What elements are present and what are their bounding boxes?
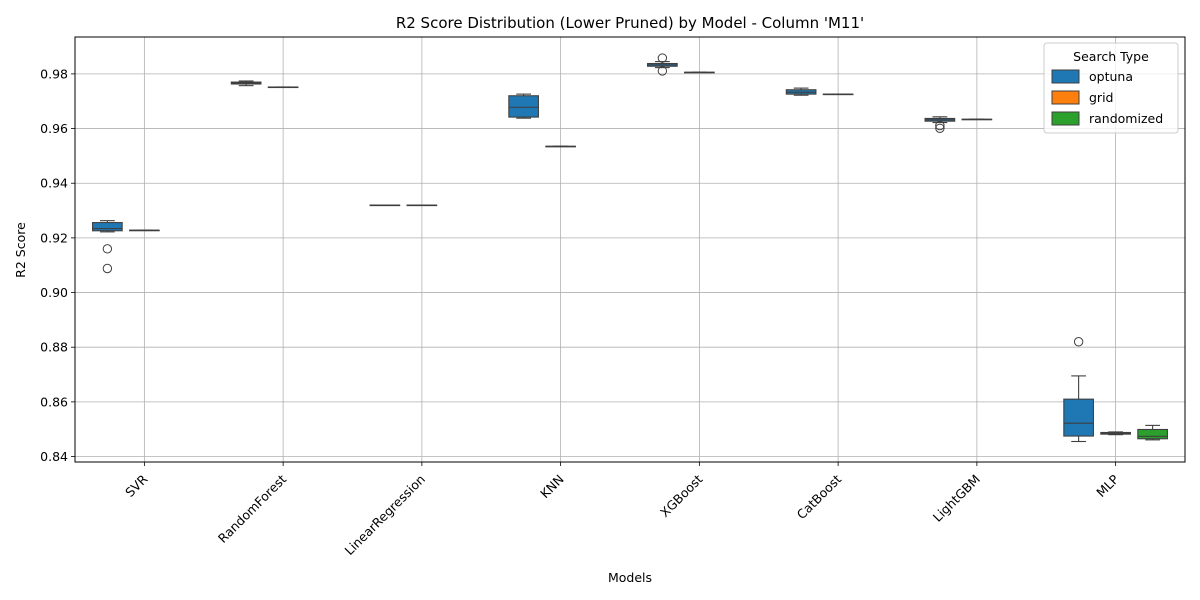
y-tick-label: 0.96 <box>40 121 68 136</box>
box-linearregression-optuna <box>369 204 401 207</box>
legend-swatch-optuna <box>1051 69 1080 84</box>
box-iqr <box>1137 428 1168 440</box>
x-axis-ticks: SVR RandomForest LinearRegression KNN XGBoos… <box>122 462 1122 558</box>
outlier-point <box>102 244 113 254</box>
legend-label-optuna: optuna <box>1089 69 1133 84</box>
box-iqr <box>508 95 539 118</box>
box-knn-optuna <box>508 93 539 119</box>
legend-swatch-grid <box>1051 90 1080 105</box>
box-lightgbm-optuna <box>924 116 956 133</box>
legend-swatch-randomized <box>1051 111 1080 126</box>
legend-label-randomized: randomized <box>1089 111 1163 126</box>
plot-frame <box>74 36 1186 463</box>
x-tick-label: LinearRegression <box>342 472 428 558</box>
x-tick-label: RandomForest <box>215 471 289 545</box>
legend-label-grid: grid <box>1089 90 1113 105</box>
box-linearregression-grid <box>406 204 438 207</box>
x-tick-label: MLP <box>1093 471 1122 500</box>
y-axis-ticks: 0.84 0.86 0.88 0.90 0.92 0.94 0.96 0.98 <box>40 66 75 464</box>
box-catboost-optuna <box>785 87 817 96</box>
y-tick-label: 0.86 <box>40 394 68 409</box>
outlier-point <box>1073 337 1084 347</box>
box-mlp-optuna <box>1063 337 1094 443</box>
y-tick-label: 0.88 <box>40 340 68 355</box>
y-axis-label: R2 Score <box>13 222 28 278</box>
y-tick-label: 0.92 <box>40 230 68 245</box>
x-tick-label: CatBoost <box>794 471 845 522</box>
box-xgboost-grid <box>684 71 715 74</box>
y-tick-label: 0.90 <box>40 285 68 300</box>
box-mlp-grid <box>1100 431 1131 436</box>
legend: Search Type optuna grid randomized <box>1043 42 1179 134</box>
box-svr-optuna <box>92 220 123 274</box>
grid-lines <box>75 37 1185 462</box>
y-tick-label: 0.98 <box>40 66 68 81</box>
box-iqr <box>92 222 123 232</box>
box-svr-grid <box>129 229 160 232</box>
box-knn-grid <box>545 145 576 148</box>
x-tick-label: SVR <box>122 471 151 500</box>
x-tick-label: XGBoost <box>657 471 706 520</box>
box-lightgbm-grid <box>961 118 993 121</box>
box-randomforest-optuna <box>230 80 262 87</box>
y-tick-label: 0.84 <box>40 449 68 464</box>
box-xgboost-optuna <box>647 53 678 76</box>
box-iqr <box>1063 398 1094 437</box>
box-mlp-randomized <box>1137 424 1168 441</box>
x-tick-label: KNN <box>537 472 567 502</box>
x-tick-label: LightGBM <box>930 472 983 525</box>
legend-frame <box>1043 42 1179 134</box>
outlier-point <box>657 53 668 63</box>
box-series <box>92 53 1168 443</box>
chart-title: R2 Score Distribution (Lower Pruned) by … <box>396 14 864 32</box>
x-axis-label: Models <box>608 570 652 585</box>
outlier-point <box>102 263 113 274</box>
box-catboost-grid <box>822 93 854 96</box>
y-tick-label: 0.94 <box>40 176 68 191</box>
box-randomforest-grid <box>267 86 299 89</box>
legend-title: Search Type <box>1073 49 1149 64</box>
outlier-point <box>935 123 945 133</box>
outlier-point <box>935 120 945 131</box>
legend-entries: optuna grid randomized <box>1051 69 1163 126</box>
outlier-point <box>657 66 668 76</box>
